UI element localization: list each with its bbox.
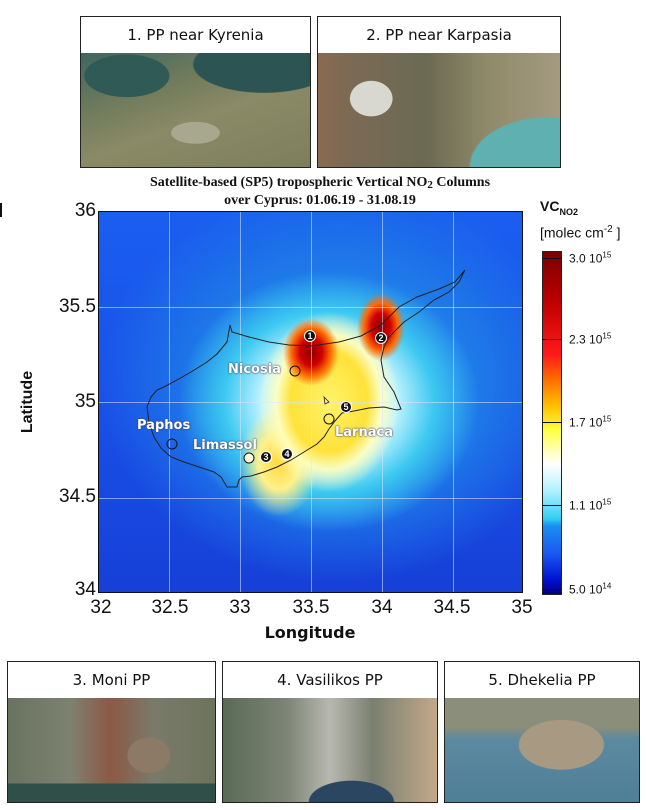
city-label-larnaca: Larnaca xyxy=(335,425,393,440)
colorbar-label: 3.0 1015 xyxy=(569,250,612,266)
gridline xyxy=(99,402,522,403)
colorbar-unit: [molec cm-2 ] xyxy=(540,224,621,241)
x-axis-label: Longitude xyxy=(264,623,356,642)
map-title: Satellite-based (SP5) tropospheric Verti… xyxy=(149,175,491,208)
photo-pp-karpasia: 2. PP near Karpasia xyxy=(317,16,561,168)
photo-pp-kyrenia: 1. PP near Kyrenia xyxy=(80,16,311,168)
colorbar-tick xyxy=(542,589,562,590)
x-tick: 34.5 xyxy=(433,597,471,618)
cyprus-coastline xyxy=(146,269,466,488)
x-tick: 32.5 xyxy=(151,597,189,618)
colorbar xyxy=(542,251,562,595)
city-label-paphos: Paphos xyxy=(137,418,191,433)
gridline xyxy=(99,307,522,308)
y-tick: 35 xyxy=(74,391,96,412)
edge-mark xyxy=(0,203,2,217)
power-plant-marker-4: 4 xyxy=(281,448,293,460)
city-marker-nicosia xyxy=(289,365,301,377)
power-plant-marker-2: 2 xyxy=(375,332,387,344)
photo-caption: 3. Moni PP xyxy=(8,662,215,699)
colorbar-tick xyxy=(542,422,562,423)
x-tick: 35 xyxy=(511,597,533,618)
x-tick: 33.5 xyxy=(292,597,330,618)
photo-caption: 5. Dhekelia PP xyxy=(445,662,639,699)
photo-dhekelia-pp: 5. Dhekelia PP xyxy=(444,661,640,803)
satellite-image-icon xyxy=(318,53,560,167)
photo-caption: 2. PP near Karpasia xyxy=(318,17,560,54)
colorbar-tick xyxy=(542,258,562,259)
power-plant-marker-5: 5 xyxy=(340,401,352,413)
no2-map: Nicosia Paphos Limassol Larnaca 1 2 3 4 … xyxy=(98,211,523,593)
y-axis-label: Latitude xyxy=(19,370,36,434)
photo-caption: 4. Vasilikos PP xyxy=(223,662,437,699)
satellite-image-icon xyxy=(445,698,639,802)
photo-caption: 1. PP near Kyrenia xyxy=(81,17,310,54)
y-tick: 34 xyxy=(74,579,96,600)
gridline xyxy=(99,498,522,499)
colorbar-label: 1.7 1015 xyxy=(569,414,612,430)
y-tick: 34.5 xyxy=(59,486,96,507)
colorbar-label: 5.0 1014 xyxy=(569,581,612,597)
colorbar-label: 1.1 1015 xyxy=(569,497,612,513)
y-tick: 36 xyxy=(74,200,96,221)
city-label-nicosia: Nicosia xyxy=(228,362,281,377)
x-tick: 32 xyxy=(90,597,112,618)
satellite-image-icon xyxy=(81,53,310,167)
power-plant-marker-1: 1 xyxy=(304,330,316,342)
satellite-image-icon xyxy=(8,698,215,802)
colorbar-tick xyxy=(542,339,562,340)
satellite-image-icon xyxy=(223,698,437,802)
city-label-limassol: Limassol xyxy=(193,438,257,453)
city-marker-larnaca xyxy=(323,413,335,425)
colorbar-tick xyxy=(542,505,562,506)
colorbar-label: 2.3 1015 xyxy=(569,331,612,347)
y-tick: 35.5 xyxy=(59,296,96,317)
power-plant-marker-3: 3 xyxy=(260,451,272,463)
x-tick: 33 xyxy=(229,597,251,618)
x-tick: 34 xyxy=(371,597,393,618)
colorbar-title: VCNO2 xyxy=(540,198,578,217)
photo-vasilikos-pp: 4. Vasilikos PP xyxy=(222,661,438,803)
city-marker-paphos xyxy=(166,438,178,450)
photo-moni-pp: 3. Moni PP xyxy=(7,661,216,803)
city-marker-limassol xyxy=(243,452,255,464)
